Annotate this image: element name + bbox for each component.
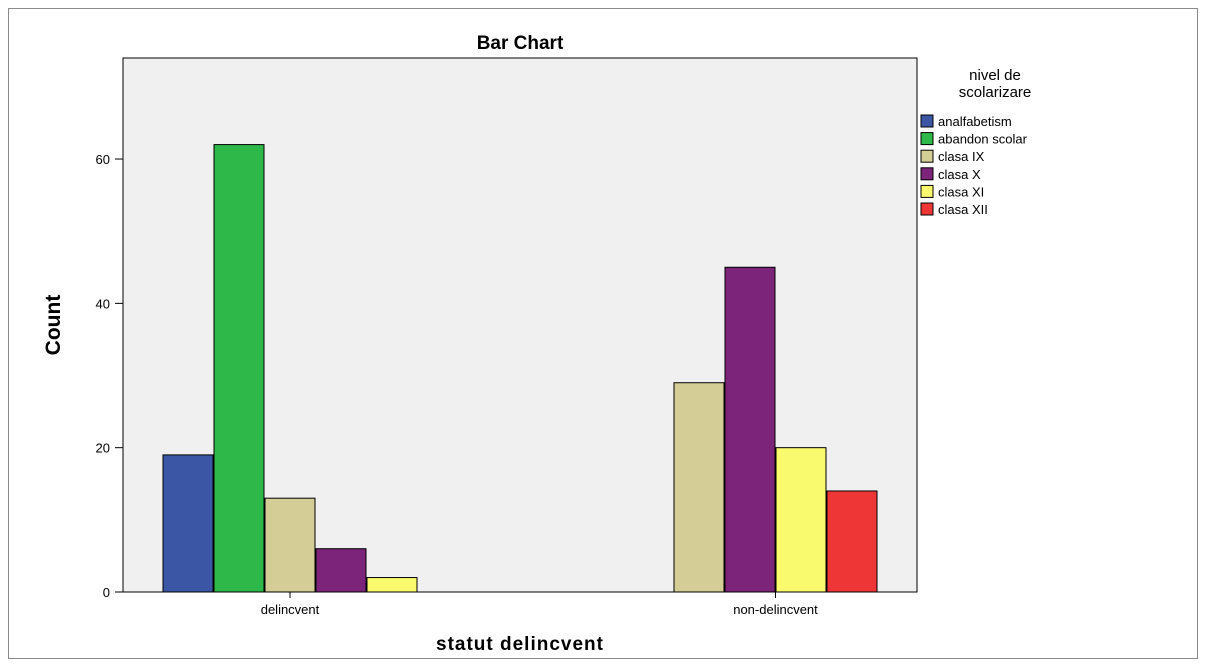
x-tick-label: non-delincvent — [733, 602, 818, 617]
y-tick-label: 40 — [96, 296, 110, 311]
legend-swatch-clasa-XI — [920, 184, 934, 198]
legend-label: abandon scolar — [938, 132, 1028, 147]
bar-delincvent-abandon-scolar — [213, 144, 265, 593]
chart-title: Bar Chart — [477, 33, 564, 54]
x-tick-label: delincvent — [261, 602, 320, 617]
y-tick-label: 60 — [96, 152, 110, 167]
legend-swatch-clasa-X — [920, 167, 934, 181]
bar-delincvent-clasa-XI — [366, 577, 418, 593]
legend-swatch-analfabetism — [920, 114, 934, 128]
y-axis-label: Count — [42, 295, 65, 356]
legend-swatch-clasa-IX — [920, 149, 934, 163]
legend-swatch-clasa-XII — [920, 202, 934, 216]
legend-label: analfabetism — [938, 114, 1012, 129]
legend-title: nivel de — [969, 67, 1021, 84]
bar-non-delincvent-clasa-IX — [673, 382, 725, 593]
bars-layer — [162, 144, 878, 593]
y-tick-label: 20 — [96, 441, 110, 456]
bar-non-delincvent-clasa-X — [724, 266, 776, 593]
legend-label: clasa IX — [938, 149, 985, 164]
legend-swatch-abandon-scolar — [920, 132, 934, 146]
y-tick-label: 0 — [103, 585, 110, 600]
bar-non-delincvent-clasa-XII — [826, 490, 878, 593]
bar-delincvent-clasa-X — [315, 548, 367, 593]
legend-title: scolarizare — [959, 84, 1032, 101]
axes-layer: 0 20 40 60 delincvent non-delincvent — [96, 152, 819, 617]
bar-non-delincvent-clasa-XI — [775, 447, 827, 593]
legend-label: clasa XI — [938, 184, 984, 199]
legend-label: clasa X — [938, 167, 981, 182]
x-axis-label: statut delincvent — [436, 634, 604, 655]
legend-label: clasa XII — [938, 202, 988, 217]
bar-delincvent-clasa-IX — [264, 497, 316, 593]
bar-delincvent-analfabetism — [162, 454, 214, 593]
